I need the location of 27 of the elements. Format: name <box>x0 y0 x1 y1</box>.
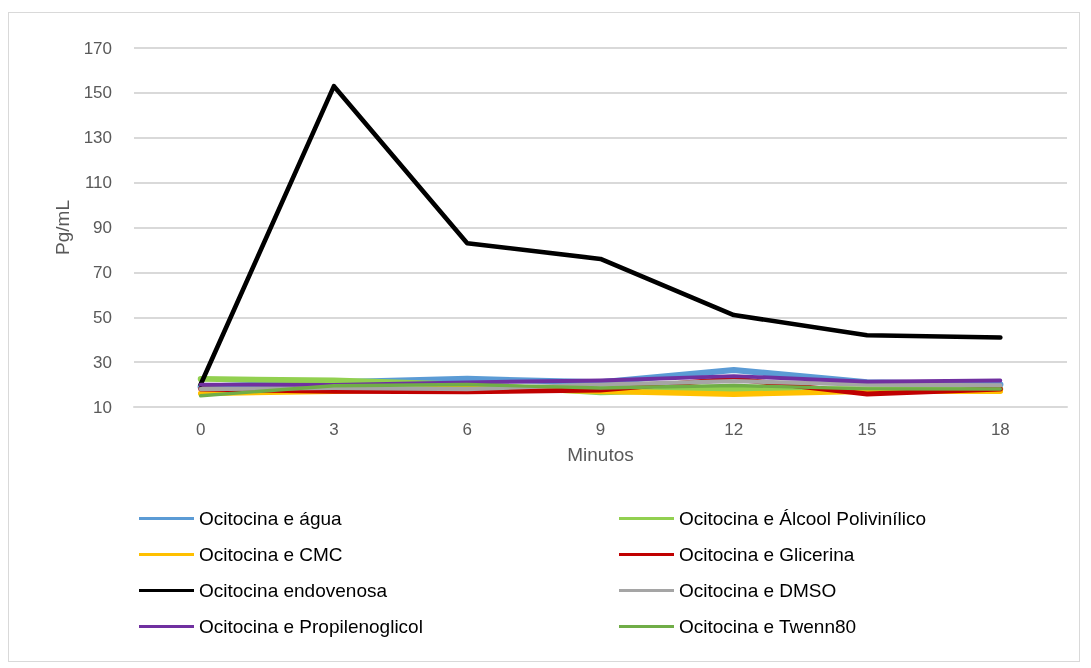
legend-label: Ocitocina e água <box>199 508 343 529</box>
legend-label: Ocitocina endovenosa <box>199 580 388 601</box>
legend-label: Ocitocina e CMC <box>199 544 343 565</box>
x-tick-label: 6 <box>462 420 472 439</box>
y-tick-label: 170 <box>83 38 112 58</box>
y-tick-label: 70 <box>93 262 112 282</box>
x-tick-label: 18 <box>990 420 1010 439</box>
y-axis-title: Pg/mL <box>52 200 73 255</box>
x-axis-title: Minutos <box>567 444 634 465</box>
legend-label: Ocitocina e DMSO <box>679 580 837 601</box>
legend-label: Ocitocina e Twenn80 <box>679 616 857 637</box>
x-tick-label: 3 <box>329 420 339 439</box>
legend-label: Ocitocina e Álcool Polivinílico <box>679 508 927 529</box>
x-tick-label: 9 <box>595 420 606 439</box>
legend-label: Ocitocina e Glicerina <box>679 544 855 565</box>
y-tick-label: 50 <box>93 307 112 327</box>
y-tick-label: 90 <box>93 218 112 237</box>
line-series <box>198 83 1003 387</box>
y-tick-label: 10 <box>93 397 112 417</box>
y-tick-label: 150 <box>83 83 112 103</box>
y-tick-label: 130 <box>83 128 112 148</box>
y-tick-label: 30 <box>93 352 112 372</box>
x-tick-label: 15 <box>857 420 877 439</box>
x-tick-label: 12 <box>724 420 744 439</box>
x-tick-label: 0 <box>195 420 206 439</box>
y-tick-label: 110 <box>84 173 112 193</box>
legend-label: Ocitocina e Propilenoglicol <box>199 616 423 637</box>
